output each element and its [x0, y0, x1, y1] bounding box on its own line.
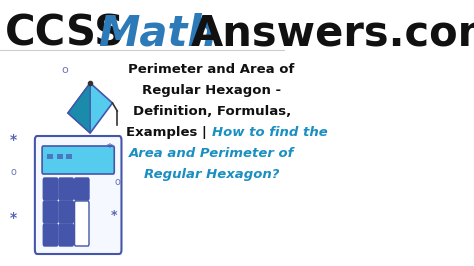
FancyBboxPatch shape: [42, 146, 114, 174]
Text: *: *: [9, 211, 17, 225]
FancyBboxPatch shape: [74, 201, 89, 246]
Text: *: *: [9, 133, 17, 147]
Text: Examples |: Examples |: [126, 126, 212, 139]
Text: o: o: [10, 167, 16, 177]
Text: Perimeter and Area of: Perimeter and Area of: [128, 63, 295, 76]
Text: *: *: [107, 143, 112, 153]
Text: o: o: [115, 177, 121, 187]
FancyBboxPatch shape: [59, 178, 73, 200]
Text: Definition, Formulas,: Definition, Formulas,: [133, 105, 291, 118]
FancyBboxPatch shape: [35, 136, 121, 254]
Text: Regular Hexagon -: Regular Hexagon -: [142, 84, 281, 97]
FancyBboxPatch shape: [74, 178, 89, 200]
Text: Answers.com: Answers.com: [191, 13, 474, 55]
Text: *: *: [111, 210, 118, 222]
FancyBboxPatch shape: [43, 224, 58, 246]
FancyBboxPatch shape: [43, 178, 58, 200]
Polygon shape: [68, 83, 90, 133]
Bar: [56, 154, 63, 159]
Text: Area and Perimeter of: Area and Perimeter of: [129, 147, 294, 160]
Bar: [66, 154, 72, 159]
Polygon shape: [68, 83, 112, 133]
Bar: [47, 154, 53, 159]
Text: o: o: [62, 65, 68, 75]
Text: How to find the: How to find the: [212, 126, 328, 139]
Text: Regular Hexagon?: Regular Hexagon?: [144, 168, 279, 181]
FancyBboxPatch shape: [59, 201, 73, 223]
Text: Math: Math: [98, 13, 217, 55]
Text: CCSS: CCSS: [5, 13, 125, 55]
FancyBboxPatch shape: [43, 201, 58, 223]
FancyBboxPatch shape: [59, 224, 73, 246]
